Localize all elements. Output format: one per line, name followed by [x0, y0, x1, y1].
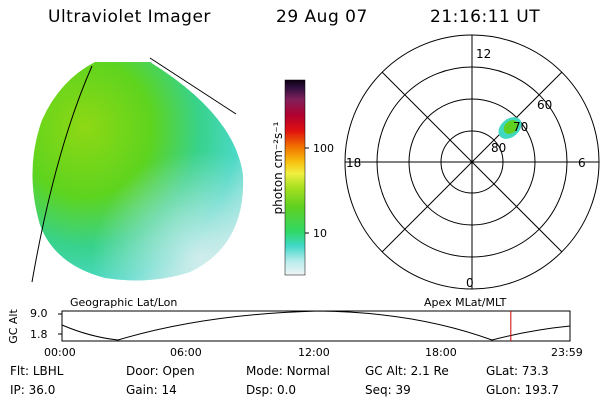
timeline-xtick-0000: 00:00	[44, 346, 76, 359]
mlt-label-0: 0	[466, 276, 474, 290]
timeline-xtick-1800: 18:00	[425, 346, 457, 359]
timeline-left-title: Geographic Lat/Lon	[70, 296, 178, 309]
mlat-label-60: 60	[537, 98, 553, 112]
instrument-title: Ultraviolet Imager	[48, 7, 211, 27]
info-gain: Gain: 14	[126, 383, 177, 397]
time-label: 21:16:11 UT	[430, 7, 541, 27]
timeline-ylabel: GC Alt	[6, 309, 20, 344]
mlat-label-70: 70	[513, 120, 529, 134]
timeline-ytick-1-8: 1.8	[30, 328, 48, 341]
timeline-xtick-0600: 06:00	[170, 346, 202, 359]
timeline-ytick-9: 9.0	[30, 307, 48, 320]
mlt-label-18: 18	[346, 156, 362, 170]
gc-alt-curve	[61, 310, 571, 341]
auroral-oval-patch	[498, 117, 522, 139]
polar-plot	[344, 34, 600, 290]
info-dsp: Dsp: 0.0	[246, 383, 297, 397]
timeline-right-title: Apex MLat/MLT	[424, 296, 507, 309]
info-glon: GLon: 193.7	[486, 383, 559, 397]
date-label: 29 Aug 07	[276, 7, 368, 27]
timeline-xtick-1200: 12:00	[298, 346, 330, 359]
info-door: Door: Open	[126, 364, 195, 378]
terminator-line	[149, 57, 237, 115]
lat-lon-grid-line	[31, 65, 93, 283]
timeline-plot	[58, 310, 571, 342]
info-mode: Mode: Normal	[246, 364, 330, 378]
mlt-label-12: 12	[476, 47, 492, 61]
mlt-label-6: 6	[578, 156, 586, 170]
info-ip: IP: 36.0	[10, 383, 56, 397]
info-flt: Flt: LBHL	[10, 364, 64, 378]
mlat-label-80: 80	[491, 141, 507, 155]
colorbar-tick-100: 100	[313, 142, 334, 155]
colorbar-unit-label: photon cm⁻²s⁻¹	[271, 121, 285, 215]
colorbar-tick-10: 10	[313, 227, 327, 240]
info-gc-alt: GC Alt: 2.1 Re	[365, 364, 449, 378]
info-seq: Seq: 39	[365, 383, 411, 397]
info-glat: GLat: 73.3	[486, 364, 549, 378]
uv-image-disk	[32, 62, 244, 281]
timeline-xtick-2359: 23:59	[551, 346, 583, 359]
colorbar	[284, 79, 306, 276]
